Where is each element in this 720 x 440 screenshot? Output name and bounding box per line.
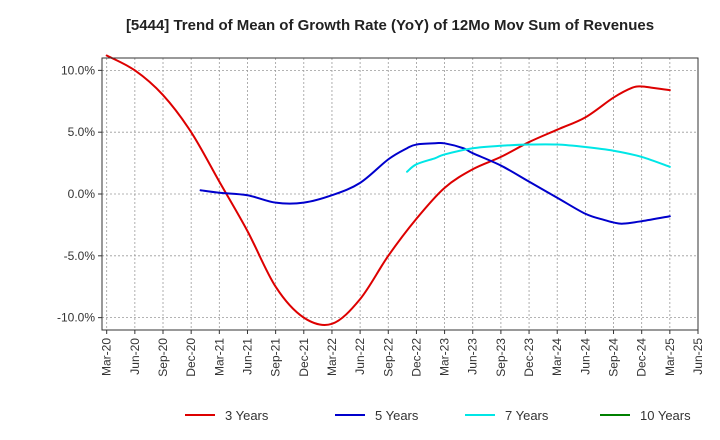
y-tick-label: -5.0% — [64, 249, 96, 263]
x-tick-label: Jun-25 — [691, 338, 705, 375]
legend-label: 5 Years — [375, 408, 419, 423]
legend-label: 7 Years — [505, 408, 549, 423]
x-tick-label: Dec-24 — [635, 338, 649, 377]
x-tick-label: Jun-22 — [353, 338, 367, 375]
x-tick-label: Sep-23 — [494, 338, 508, 377]
series-lines — [105, 54, 671, 327]
x-tick-label: Dec-22 — [409, 338, 423, 377]
x-tick-label: Sep-20 — [156, 338, 170, 377]
series-line-5-years — [199, 141, 671, 225]
series-line-7-years — [406, 143, 671, 173]
x-tick-label: Mar-24 — [550, 338, 564, 376]
legend: 3 Years 5 Years 7 Years 10 Years — [185, 408, 691, 423]
series-line-3-years — [105, 54, 671, 327]
y-tick-label: 0.0% — [68, 187, 96, 201]
y-tick-label: 5.0% — [68, 125, 96, 139]
x-tick-label: Mar-20 — [100, 338, 114, 376]
x-tick-label: Dec-21 — [297, 338, 311, 377]
chart-title: [5444] Trend of Mean of Growth Rate (YoY… — [126, 17, 654, 34]
x-tick-label: Mar-23 — [438, 338, 452, 376]
x-tick-label: Dec-23 — [522, 338, 536, 377]
x-tick-label: Sep-22 — [381, 338, 395, 377]
y-tick-label: 10.0% — [61, 63, 95, 77]
legend-label: 10 Years — [640, 408, 691, 423]
x-tick-label: Jun-24 — [578, 338, 592, 375]
x-axis: Mar-20 Jun-20 Sep-20 Dec-20 Mar-21 Jun-21 Sep-… — [100, 330, 705, 377]
x-tick-label: Mar-21 — [212, 338, 226, 376]
x-tick-label: Jun-20 — [128, 338, 142, 375]
x-tick-label: Sep-21 — [269, 338, 283, 377]
x-tick-label: Jun-21 — [240, 338, 254, 375]
legend-label: 3 Years — [225, 408, 269, 423]
x-tick-label: Dec-20 — [184, 338, 198, 377]
y-axis: 10.0% 5.0% 0.0% -5.0% -10.0% — [57, 63, 102, 325]
x-tick-label: Mar-22 — [325, 338, 339, 376]
y-tick-label: -10.0% — [57, 311, 95, 325]
x-tick-label: Jun-23 — [466, 338, 480, 375]
x-tick-label: Mar-25 — [663, 338, 677, 376]
x-tick-label: Sep-24 — [607, 338, 621, 377]
